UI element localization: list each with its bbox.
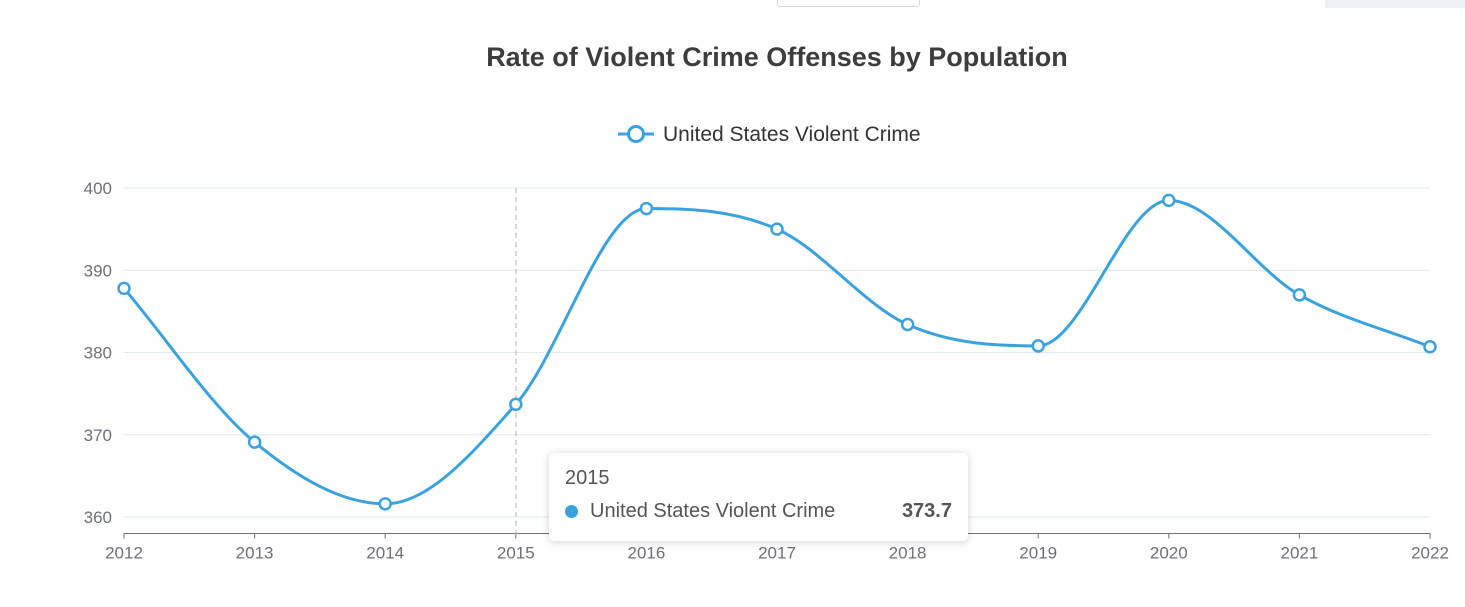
top-corner-panel	[1325, 0, 1465, 8]
tooltip-series-name: United States Violent Crime	[590, 500, 836, 522]
x-tick-label: 2021	[1280, 543, 1318, 562]
data-point[interactable]	[247, 435, 262, 449]
x-tick-label: 2016	[627, 543, 665, 562]
y-tick-label: 380	[84, 344, 112, 363]
legend-marker-icon	[627, 125, 645, 143]
data-point[interactable]	[117, 281, 131, 296]
legend[interactable]: United States Violent Crime	[618, 123, 921, 146]
y-tick-label: 360	[84, 508, 112, 527]
y-tick-label: 390	[84, 261, 112, 280]
tooltip-value: 373.7	[901, 500, 952, 522]
x-tick-label: 2019	[1019, 543, 1057, 562]
data-point[interactable]	[509, 397, 523, 412]
x-tick-label: 2012	[105, 543, 143, 562]
y-tick-label: 370	[84, 426, 112, 445]
tooltip-series-dot-icon	[565, 505, 578, 518]
series-line[interactable]	[117, 193, 1437, 511]
chart-title: Rate of Violent Crime Offenses by Popula…	[486, 42, 1068, 72]
gridlines	[124, 187, 1430, 518]
x-tick-label: 2022	[1411, 543, 1449, 562]
data-point[interactable]	[639, 201, 654, 216]
data-point[interactable]	[770, 222, 784, 236]
x-tick-label: 2018	[889, 543, 927, 562]
tooltip-title: 2015	[565, 467, 610, 489]
x-tick-label: 2017	[758, 543, 796, 562]
data-point[interactable]	[1162, 193, 1176, 208]
x-tick-label: 2020	[1150, 543, 1188, 562]
x-tick-label: 2015	[497, 543, 535, 562]
y-axis: 360 370 380 390 400	[84, 179, 112, 527]
top-tab-fragment[interactable]	[777, 0, 920, 7]
x-tick-label: 2014	[366, 543, 404, 562]
data-point[interactable]	[378, 497, 392, 511]
data-point[interactable]	[1423, 339, 1437, 354]
data-point[interactable]	[1031, 339, 1045, 353]
tooltip-row: United States Violent Crime 373.7	[565, 500, 952, 523]
x-tick-label: 2013	[236, 543, 274, 562]
data-point[interactable]	[900, 317, 915, 332]
y-tick-label: 400	[84, 179, 112, 198]
tooltip: 2015 United States Violent Crime 373.7	[549, 453, 968, 541]
data-point[interactable]	[1292, 288, 1307, 302]
series-path	[122, 198, 1431, 506]
legend-label: United States Violent Crime	[663, 123, 921, 146]
